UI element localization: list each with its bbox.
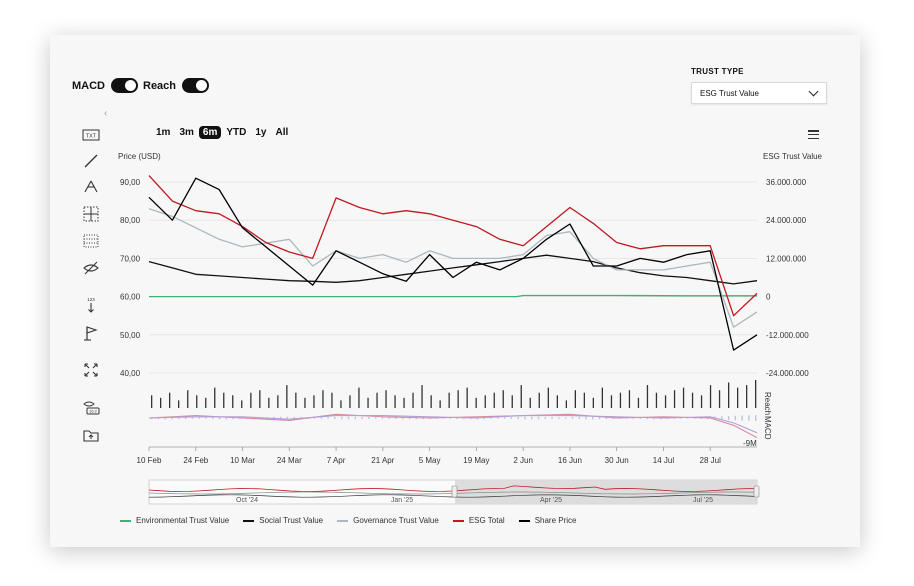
folder-icon[interactable]	[82, 426, 100, 444]
legend-item-social[interactable]: Social Trust Value	[243, 516, 323, 525]
range-ytd[interactable]: YTD	[226, 127, 247, 138]
reach-toggle-label: Reach	[143, 79, 177, 92]
eye-label-icon[interactable]: 16.2	[82, 398, 100, 416]
macd-toggle[interactable]: MACD	[72, 78, 138, 93]
collapse-arrow-icon[interactable]: ‹	[104, 108, 108, 119]
reach-toggle[interactable]: Reach	[143, 78, 210, 93]
measure-icon[interactable]: 123	[82, 296, 100, 314]
legend-item-share-price[interactable]: Share Price	[518, 516, 577, 525]
legend-label: Governance Trust Value	[353, 516, 439, 525]
line-icon[interactable]	[82, 152, 100, 170]
range-3m[interactable]: 3m	[179, 127, 194, 138]
svg-text:TXT: TXT	[86, 134, 97, 140]
hide-icon[interactable]	[82, 259, 100, 277]
legend-label: ESG Total	[468, 516, 505, 525]
range-selector: 1m 3m 6m YTD 1y All	[152, 126, 293, 139]
range-1y[interactable]: 1y	[255, 127, 267, 138]
svg-text:123: 123	[87, 297, 95, 302]
legend-label: Share Price	[534, 516, 577, 525]
macd-toggle-label: MACD	[72, 79, 105, 92]
text-icon[interactable]: TXT	[82, 126, 100, 144]
trust-type-select[interactable]: ESG Trust Value	[691, 82, 827, 104]
range-1m[interactable]: 1m	[156, 127, 171, 138]
svg-text:16.2: 16.2	[89, 409, 98, 414]
menu-icon[interactable]	[808, 130, 819, 140]
dotted-grid-icon[interactable]	[82, 232, 100, 250]
reach-switch[interactable]	[182, 78, 210, 93]
fork-icon[interactable]	[82, 178, 100, 196]
chart-card	[50, 35, 860, 547]
legend: Environmental Trust Value Social Trust V…	[120, 516, 590, 525]
legend-label: Environmental Trust Value	[136, 516, 230, 525]
trust-type-value: ESG Trust Value	[700, 89, 759, 98]
trust-type-label: TRUST TYPE	[691, 67, 744, 76]
flag-icon[interactable]	[82, 324, 100, 342]
crosshair-grid-icon[interactable]	[82, 205, 100, 223]
range-6m[interactable]: 6m	[198, 126, 222, 139]
chevron-down-icon	[808, 86, 819, 97]
legend-label: Social Trust Value	[259, 516, 324, 525]
legend-item-governance[interactable]: Governance Trust Value	[337, 516, 439, 525]
fullscreen-icon[interactable]	[82, 361, 100, 379]
macd-switch[interactable]	[111, 78, 138, 93]
legend-item-environmental[interactable]: Environmental Trust Value	[120, 516, 229, 525]
range-all[interactable]: All	[275, 127, 289, 138]
legend-item-esg-total[interactable]: ESG Total	[452, 516, 505, 525]
